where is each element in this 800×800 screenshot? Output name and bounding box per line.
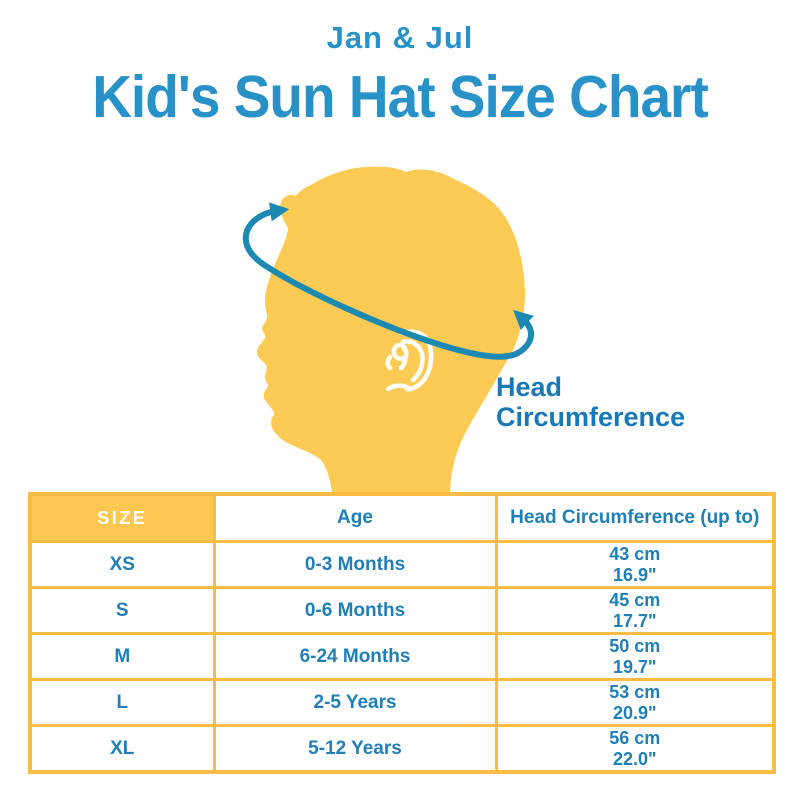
column-header-circumference: Head Circumference (up to) <box>494 492 776 543</box>
table-row-l: L 2-5 Years 53 cm 20.9" <box>28 678 776 727</box>
age-value: 0-3 Months <box>212 540 498 589</box>
size-value: S <box>28 586 216 635</box>
circumference-inch: 22.0" <box>612 748 657 769</box>
circumference-cm: 50 cm <box>609 635 661 656</box>
circumference-inch: 20.9" <box>612 702 657 723</box>
circumference-cm: 43 cm <box>609 543 661 564</box>
circumference-cm: 53 cm <box>609 681 661 702</box>
table-row-m: M 6-24 Months 50 cm 19.7" <box>28 632 776 681</box>
size-value: L <box>28 678 216 727</box>
circumference-inch: 16.9" <box>612 564 657 585</box>
column-header-size: SIZE <box>28 492 216 543</box>
size-value: XS <box>28 540 216 589</box>
circumference-value: 43 cm 16.9" <box>494 540 776 589</box>
circumference-cm: 45 cm <box>609 589 661 610</box>
age-value: 6-24 Months <box>212 632 498 681</box>
table-row-xl: XL 5-12 Years 56 cm 22.0" <box>28 724 776 774</box>
circumference-value: 45 cm 17.7" <box>494 586 776 635</box>
table-row-xs: XS 0-3 Months 43 cm 16.9" <box>28 540 776 589</box>
ear-icon <box>385 329 434 392</box>
size-value: XL <box>28 724 216 774</box>
page-title: Kid's Sun Hat Size Chart <box>92 63 709 131</box>
child-head-illustration <box>242 166 534 492</box>
circumference-inch: 19.7" <box>612 656 657 677</box>
head-circumference-arrow <box>242 202 534 360</box>
circumference-value: 50 cm 19.7" <box>494 632 776 681</box>
column-header-age: Age <box>212 492 498 543</box>
circumference-value: 56 cm 22.0" <box>494 724 776 774</box>
circumference-cm: 56 cm <box>609 727 661 748</box>
head-circumference-label-line2: Circumference <box>496 402 686 432</box>
head-circumference-label-line1: Head <box>496 372 563 402</box>
head-circumference-label: Head Circumference <box>496 372 685 432</box>
age-value: 0-6 Months <box>212 586 498 635</box>
size-chart-table: SIZE Age Head Circumference (up to) XS 0… <box>28 492 776 774</box>
table-row-s: S 0-6 Months 45 cm 17.7" <box>28 586 776 635</box>
brand-name: Jan & Jul <box>326 20 474 55</box>
circumference-value: 53 cm 20.9" <box>494 678 776 727</box>
age-value: 5-12 Years <box>212 724 498 774</box>
age-value: 2-5 Years <box>212 678 498 727</box>
circumference-inch: 17.7" <box>612 610 657 631</box>
table-header-row: SIZE Age Head Circumference (up to) <box>28 492 776 543</box>
size-value: M <box>28 632 216 681</box>
